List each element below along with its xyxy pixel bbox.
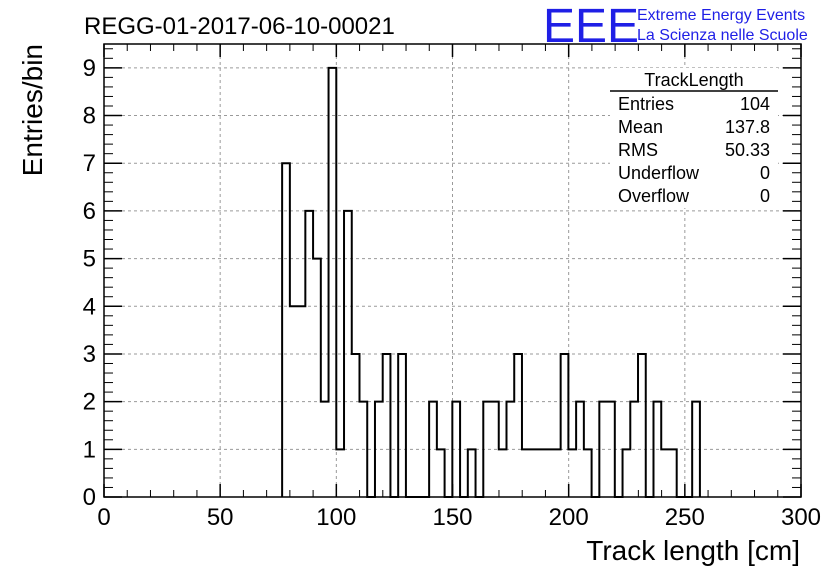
x-tick-label: 0 (97, 504, 110, 531)
y-tick-label: 2 (83, 389, 96, 416)
y-tick-label: 1 (83, 436, 96, 463)
histogram-bin (329, 68, 337, 497)
histogram-bin (522, 449, 530, 497)
histogram-bin (530, 449, 538, 497)
stats-overflow-value: 0 (760, 186, 770, 206)
stats-underflow-label: Underflow (618, 163, 700, 183)
y-axis-label: Entries/bin (17, 44, 48, 176)
histogram-bin (638, 354, 646, 497)
histogram-bin (669, 449, 677, 497)
histogram-bin (398, 354, 406, 497)
y-tick-label: 7 (83, 150, 96, 177)
stats-overflow-label: Overflow (618, 186, 690, 206)
stats-title: TrackLength (644, 70, 743, 90)
stats-underflow-value: 0 (760, 163, 770, 183)
histogram-bin (514, 354, 522, 497)
histogram-bin (568, 449, 576, 497)
y-tick-label: 8 (83, 103, 96, 130)
histogram-bin (499, 449, 507, 497)
stats-box: TrackLength Entries 104 Mean 137.8 RMS 5… (610, 68, 778, 208)
x-tick-label: 200 (549, 504, 589, 531)
histogram-bin (545, 449, 553, 497)
histogram-bin (537, 449, 545, 497)
y-tick-label: 6 (83, 198, 96, 225)
eee-logo: EEE (543, 0, 639, 53)
stats-entries-value: 104 (740, 94, 770, 114)
run-title: REGG-01-2017-06-10-00021 (84, 13, 395, 40)
x-tick-label: 250 (665, 504, 705, 531)
x-tick-label: 150 (432, 504, 472, 531)
logo-line1: Extreme Energy Events (637, 7, 805, 24)
histogram-bin (623, 449, 631, 497)
histogram-bin (468, 449, 476, 497)
logo-line2: La Scienza nelle Scuole (637, 27, 808, 44)
x-axis-label: Track length [cm] (586, 535, 800, 566)
stats-rms-label: RMS (618, 140, 658, 160)
y-tick-label: 3 (83, 341, 96, 368)
histogram-bin (584, 449, 592, 497)
stats-rms-value: 50.33 (725, 140, 770, 160)
histogram-bin (352, 354, 360, 497)
y-tick-label: 5 (83, 246, 96, 273)
stats-mean-label: Mean (618, 117, 663, 137)
axis-ticks: 0 50 100 150 200 250 300 0 1 2 3 4 5 6 7 8 9 (83, 44, 821, 531)
histogram-bin (336, 449, 344, 497)
stats-mean-value: 137.8 (725, 117, 770, 137)
histogram-bin (553, 449, 561, 497)
stats-entries-label: Entries (618, 94, 674, 114)
y-tick-label: 0 (83, 484, 96, 511)
histogram-bin (282, 163, 290, 497)
y-tick-label: 9 (83, 55, 96, 82)
histogram-bin (383, 354, 391, 497)
x-tick-label: 50 (207, 504, 234, 531)
x-tick-label: 300 (781, 504, 821, 531)
histogram-bin (661, 449, 669, 497)
histogram-bin (561, 354, 569, 497)
histogram-bin (313, 259, 321, 497)
y-tick-label: 4 (83, 293, 96, 320)
histogram-bin (437, 449, 445, 497)
x-tick-label: 100 (316, 504, 356, 531)
